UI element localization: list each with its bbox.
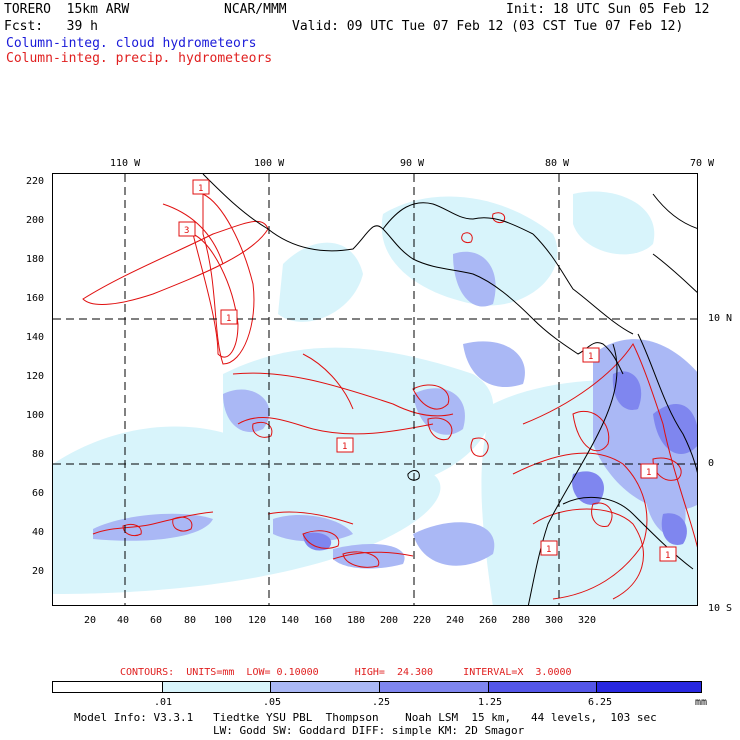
x-label-180: 180 bbox=[347, 615, 366, 626]
contour-label-box bbox=[192, 179, 210, 195]
x-label-20: 20 bbox=[84, 615, 97, 626]
x-label-280: 280 bbox=[512, 615, 531, 626]
y-label-160: 160 bbox=[26, 293, 45, 304]
y-label-40: 40 bbox=[32, 527, 45, 538]
colorbar-segment bbox=[380, 682, 489, 692]
model-info-line2: LW: Godd SW: Goddard DIFF: simple KM: 2D… bbox=[213, 724, 525, 737]
colorbar-label: 1.25 bbox=[478, 697, 503, 708]
contour-label-texts: 1 3 1 1 1 1 1 1 bbox=[184, 184, 670, 561]
valid-time: Valid: 09 UTC Tue 07 Feb 12 (03 CST Tue … bbox=[292, 19, 684, 34]
contour-label-box bbox=[640, 463, 658, 479]
cloud-shading-medium bbox=[93, 251, 697, 569]
precip-contours bbox=[82, 193, 697, 600]
colorbar-segment bbox=[271, 682, 380, 692]
colorbar-unit: mm bbox=[695, 697, 708, 708]
colorbar-segment bbox=[597, 682, 702, 692]
map-panel: 1 3 1 1 1 1 1 1 bbox=[52, 173, 698, 606]
lon-label-110w: 110 W bbox=[110, 158, 141, 169]
cloud-shading-dark bbox=[303, 371, 697, 551]
contour-label: 1 bbox=[588, 352, 593, 362]
x-label-220: 220 bbox=[413, 615, 432, 626]
colorbar bbox=[52, 681, 702, 693]
y-label-180: 180 bbox=[26, 254, 45, 265]
colorbar-label: .25 bbox=[372, 697, 391, 708]
field-cloud-hydrometeors-label: Column-integ. cloud hydrometeors bbox=[6, 36, 257, 51]
coastlines bbox=[202, 174, 697, 605]
x-label-260: 260 bbox=[479, 615, 498, 626]
contour-label-box bbox=[220, 309, 238, 325]
contour-label: 1 bbox=[665, 551, 670, 561]
lat-label-0: 0 bbox=[708, 458, 715, 469]
contour-label: 1 bbox=[198, 184, 203, 194]
colorbar-label: .05 bbox=[263, 697, 282, 708]
init-time: Init: 18 UTC Sun 05 Feb 12 bbox=[506, 2, 710, 17]
x-label-60: 60 bbox=[150, 615, 163, 626]
forecast-hour: Fcst: 39 h bbox=[4, 19, 98, 34]
colorbar-label: 6.25 bbox=[588, 697, 613, 708]
y-label-20: 20 bbox=[32, 566, 45, 577]
x-label-80: 80 bbox=[184, 615, 197, 626]
model-info-line1: Model Info: V3.3.1 Tiedtke YSU PBL Thomp… bbox=[74, 711, 657, 724]
contour-label-box bbox=[336, 437, 354, 453]
contour-label: 1 bbox=[342, 442, 347, 452]
lon-label-70w: 70 W bbox=[690, 158, 715, 169]
x-label-300: 300 bbox=[545, 615, 564, 626]
map-canvas: 1 3 1 1 1 1 1 1 bbox=[53, 174, 697, 605]
colorbar-label: .01 bbox=[154, 697, 173, 708]
contour-label: 1 bbox=[226, 314, 231, 324]
y-label-80: 80 bbox=[32, 449, 45, 460]
x-label-200: 200 bbox=[380, 615, 399, 626]
lon-label-100w: 100 W bbox=[254, 158, 285, 169]
y-label-60: 60 bbox=[32, 488, 45, 499]
organization-label: NCAR/MMM bbox=[224, 2, 287, 17]
lon-label-80w: 80 W bbox=[545, 158, 570, 169]
x-label-40: 40 bbox=[117, 615, 130, 626]
x-label-160: 160 bbox=[314, 615, 333, 626]
field-precip-hydrometeors-label: Column-integ. precip. hydrometeors bbox=[6, 51, 273, 66]
lat-label-10n: 10 N bbox=[708, 313, 733, 324]
x-label-100: 100 bbox=[214, 615, 233, 626]
x-label-140: 140 bbox=[281, 615, 300, 626]
contour-label-box bbox=[178, 221, 196, 237]
lon-label-90w: 90 W bbox=[400, 158, 425, 169]
contour-label: 1 bbox=[646, 468, 651, 478]
x-label-120: 120 bbox=[248, 615, 267, 626]
contour-label-box bbox=[540, 540, 558, 556]
contour-label-box bbox=[582, 347, 600, 363]
y-label-200: 200 bbox=[26, 215, 45, 226]
model-title: TORERO 15km ARW bbox=[4, 2, 130, 17]
contour-label: 1 bbox=[546, 545, 551, 555]
contour-label-boxes bbox=[178, 179, 677, 562]
y-label-100: 100 bbox=[26, 410, 45, 421]
y-label-120: 120 bbox=[26, 371, 45, 382]
colorbar-segment bbox=[53, 682, 163, 692]
latlon-grid bbox=[53, 174, 697, 605]
y-label-140: 140 bbox=[26, 332, 45, 343]
y-label-220: 220 bbox=[26, 176, 45, 187]
contour-label: 3 bbox=[184, 226, 189, 236]
lat-label-10s: 10 S bbox=[708, 603, 733, 614]
colorbar-segment bbox=[488, 682, 598, 692]
x-label-320: 320 bbox=[578, 615, 597, 626]
contour-label-box bbox=[659, 546, 677, 562]
x-label-240: 240 bbox=[446, 615, 465, 626]
contour-info: CONTOURS: UNITS=mm LOW= 0.10000 HIGH= 24… bbox=[120, 667, 572, 678]
colorbar-segment bbox=[162, 682, 272, 692]
